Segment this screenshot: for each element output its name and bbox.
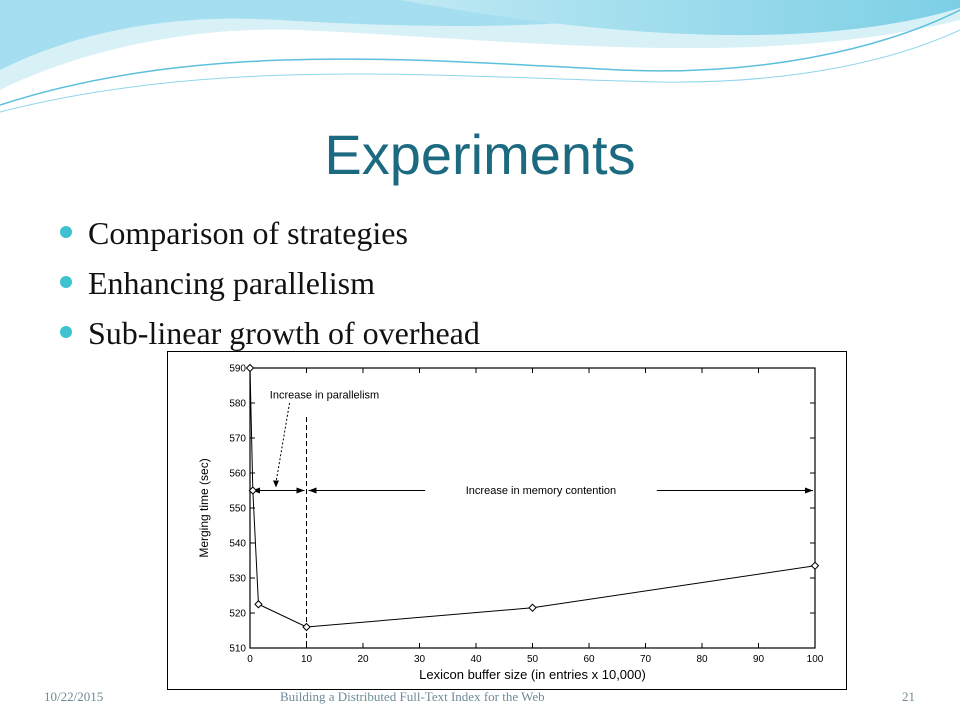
y-tick-label: 560: [229, 469, 246, 480]
data-point: [528, 603, 537, 612]
x-axis-label: Lexicon buffer size (in entries x 10,000…: [419, 667, 646, 682]
data-point: [302, 622, 311, 632]
data-point: [810, 561, 820, 570]
y-tick-label: 530: [229, 574, 246, 585]
contention-annotation: Increase in memory contention: [466, 485, 616, 497]
parallelism-pointer-line: [275, 402, 291, 483]
x-tick-label: 30: [414, 654, 426, 665]
data-point: [254, 600, 263, 609]
x-tick-label: 10: [301, 654, 313, 665]
x-tick-label: 50: [527, 654, 539, 665]
footer-page-number: 21: [902, 689, 915, 704]
footer-title: Building a Distributed Full-Text Index f…: [280, 689, 545, 704]
bullet-text: Comparison of strategies: [88, 215, 408, 251]
y-tick-label: 580: [229, 399, 246, 410]
bullet-dot-icon: [60, 326, 72, 338]
merging-time-chart: 0 10 20 30 40 50 60 70 80 90 100 510 520 530 540 550 560…: [197, 363, 824, 683]
slide-title: Experiments: [324, 123, 636, 186]
series-line: [249, 367, 816, 628]
arrowhead-right-icon: [296, 487, 305, 494]
pointer-arrowhead-icon: [272, 480, 279, 488]
x-tick-label: 0: [247, 654, 253, 665]
bullet-item: Sub-linear growth of overhead: [58, 308, 480, 358]
bullet-item: Enhancing parallelism: [58, 258, 480, 308]
arrowhead-right-icon: [805, 487, 813, 494]
footer-date: 10/22/2015: [44, 689, 104, 704]
arrowhead-left-icon: [308, 487, 317, 494]
y-tick-label: 590: [229, 364, 246, 375]
x-tick-label: 70: [640, 654, 652, 665]
y-axis-label: Merging time (sec): [197, 458, 211, 557]
bullet-list: Comparison of strategies Enhancing paral…: [58, 208, 480, 358]
x-tick-label: 90: [753, 654, 765, 665]
y-tick-label: 550: [229, 504, 246, 515]
x-tick-label: 60: [583, 654, 595, 665]
y-tick-label: 520: [229, 609, 246, 620]
y-tick-label: 570: [229, 434, 246, 445]
x-tick-label: 40: [470, 654, 482, 665]
data-point: [248, 486, 258, 495]
bullet-text: Sub-linear growth of overhead: [88, 315, 480, 351]
bullet-dot-icon: [60, 226, 72, 238]
x-tick-label: 80: [696, 654, 708, 665]
y-tick-label: 540: [229, 539, 246, 550]
x-tick-label: 100: [807, 654, 824, 665]
bullet-dot-icon: [60, 276, 72, 288]
bullet-text: Enhancing parallelism: [88, 265, 376, 301]
x-tick-label: 20: [357, 654, 369, 665]
bullet-item: Comparison of strategies: [58, 208, 480, 258]
chart-figure: 0 10 20 30 40 50 60 70 80 90 100 510 520 530 540 550 560…: [167, 351, 847, 690]
parallelism-annotation: Increase in parallelism: [270, 389, 379, 401]
data-point: [245, 363, 255, 373]
header-wave-banner: [0, 0, 960, 113]
y-tick-label: 510: [229, 644, 246, 655]
